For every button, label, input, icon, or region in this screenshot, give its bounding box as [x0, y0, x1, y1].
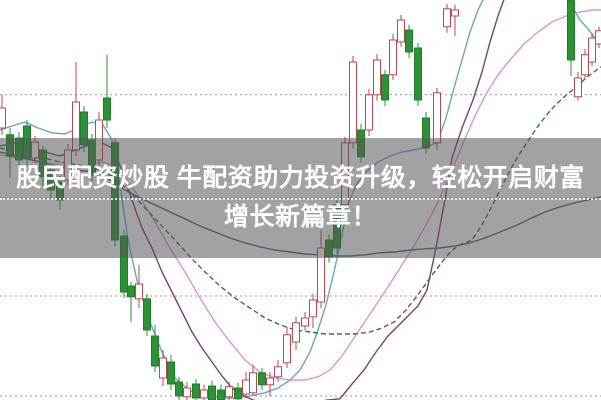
candle-down — [567, 0, 575, 61]
candle-up — [135, 283, 143, 300]
candle-down — [405, 29, 413, 53]
candle-down — [381, 74, 389, 101]
candle-up — [397, 19, 405, 43]
candle-up — [349, 61, 357, 144]
candle-up — [242, 379, 250, 395]
candle-up — [451, 9, 459, 17]
candle-up — [274, 366, 282, 378]
candle-up — [301, 317, 309, 327]
candle-up — [365, 94, 373, 131]
candle-up — [574, 77, 582, 98]
candle-up — [595, 30, 601, 45]
candle-up — [292, 322, 300, 343]
candle-down — [414, 47, 422, 101]
candle-up — [225, 386, 233, 398]
candle-up — [581, 54, 589, 76]
candle-down — [258, 372, 266, 386]
candle-up — [309, 299, 317, 318]
candle-down — [192, 383, 200, 399]
candle-down — [143, 298, 151, 331]
promo-banner: 股民配资炒股 牛配资助力投资升级，轻松开启财富 增长新篇章！ — [0, 138, 601, 258]
headline-line-2: 增长新篇章！ — [223, 203, 377, 231]
candle-down — [208, 385, 216, 400]
gridline-through-banner — [0, 198, 601, 200]
candle-down — [234, 387, 242, 400]
candle-down — [151, 335, 159, 367]
candle-up — [373, 59, 381, 96]
candle-up — [200, 389, 208, 399]
candle-down — [127, 285, 135, 298]
headline-line-1: 股民配资炒股 牛配资助力投资升级，轻松开启财富 — [16, 164, 585, 192]
candle-down — [175, 381, 183, 397]
candle-up — [433, 92, 441, 144]
candle-up — [389, 39, 397, 76]
candle-up — [283, 334, 291, 364]
candle-up — [0, 107, 6, 129]
candle-up — [588, 37, 596, 63]
candle-up — [266, 377, 274, 386]
candle-up — [159, 357, 167, 379]
candle-up — [249, 372, 257, 394]
candle-down — [103, 97, 111, 121]
candle-down — [217, 389, 225, 400]
candle-up — [183, 387, 191, 398]
candle-down — [167, 361, 175, 385]
candle-up — [443, 8, 451, 28]
